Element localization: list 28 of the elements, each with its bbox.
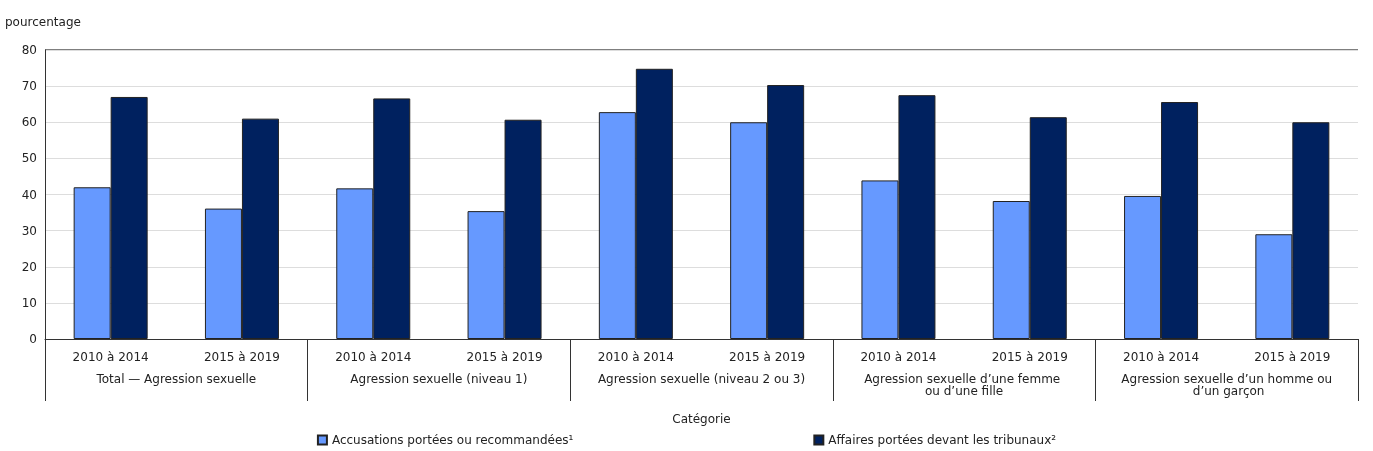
x-tick-label: 2015 à 2019 bbox=[1254, 350, 1331, 364]
legend-label: Accusations portées ou recommandées¹ bbox=[331, 433, 574, 447]
text: Agression sexuelle d’une femme ou d’une fille bbox=[864, 372, 1065, 398]
y-tick-label: 60 bbox=[21, 115, 37, 130]
y-tick-label: 40 bbox=[21, 187, 37, 202]
x-tick-label: 2015 à 2019 bbox=[729, 350, 806, 364]
x-tick-label: 2010 à 2014 bbox=[860, 350, 937, 364]
y-tick-label: 20 bbox=[21, 259, 37, 274]
y-tick-label: 0 bbox=[29, 332, 37, 346]
x-tick-label: 2015 à 2019 bbox=[991, 350, 1068, 364]
y-axis-title: pourcentage bbox=[5, 15, 81, 29]
text: Agression sexuelle (niveau 2 ou 3) bbox=[597, 372, 806, 386]
legend-label: Affaires portées devant les tribunaux² bbox=[828, 433, 1057, 447]
x-tick-label: 2010 à 2014 bbox=[72, 350, 149, 364]
text: Agression sexuelle d’un homme ou d’un garçon bbox=[1121, 372, 1333, 398]
x-tick-label: 2010 à 2014 bbox=[597, 350, 674, 364]
text: Agression sexuelle (niveau 1) bbox=[350, 372, 528, 386]
x-tick-label: 2010 à 2014 bbox=[1123, 350, 1200, 364]
y-tick-label: 50 bbox=[21, 151, 37, 166]
y-tick-label: 10 bbox=[21, 295, 37, 310]
y-tick-label: 80 bbox=[21, 43, 37, 57]
text: Total — Agression sexuelle bbox=[95, 372, 257, 386]
x-tick-label: 2015 à 2019 bbox=[466, 350, 543, 364]
y-tick-label: 70 bbox=[21, 79, 37, 94]
x-tick-label: 2015 à 2019 bbox=[203, 350, 280, 364]
y-tick-label: 30 bbox=[21, 223, 37, 238]
x-tick-label: 2010 à 2014 bbox=[335, 350, 412, 364]
x-axis-title: Catégorie bbox=[672, 412, 731, 426]
